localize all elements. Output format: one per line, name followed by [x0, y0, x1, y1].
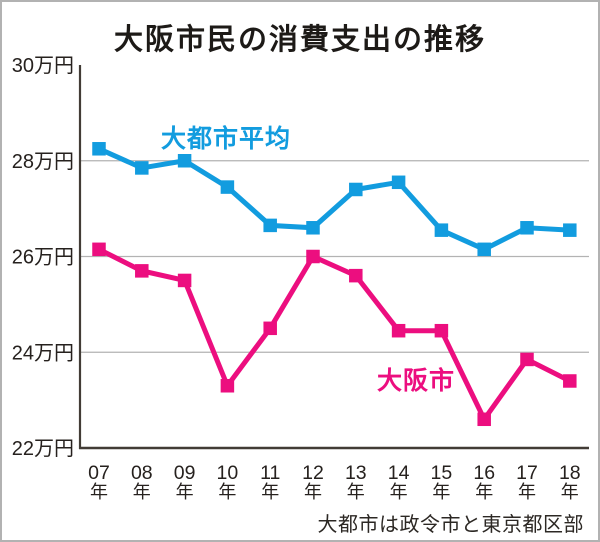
x-tick-label-07: 07 — [88, 462, 110, 484]
point-osaka-city-07 — [92, 242, 106, 257]
line-large-city-average — [97, 146, 570, 253]
point-large-city-average-10 — [220, 180, 235, 194]
x-tick-label-14: 14 — [388, 462, 410, 484]
x-tick-suffix-07: 年 — [90, 482, 108, 502]
x-tick-label-11: 11 — [260, 462, 280, 484]
point-large-city-average-16 — [477, 242, 491, 257]
x-tick-label-15: 15 — [431, 462, 453, 484]
point-large-city-average-11 — [263, 218, 277, 233]
point-osaka-city-10 — [220, 379, 235, 393]
x-tick-label-18: 18 — [559, 462, 581, 484]
y-tick-label-22: 22万円 — [12, 438, 74, 460]
x-tick-suffix-11: 年 — [261, 482, 279, 502]
point-large-city-average-14 — [391, 175, 406, 190]
x-tick-label-12: 12 — [302, 462, 324, 484]
x-tick-label-13: 13 — [345, 462, 367, 484]
x-tick-suffix-18: 年 — [561, 482, 579, 502]
x-tick-suffix-12: 年 — [304, 482, 322, 502]
x-tick-label-17: 17 — [516, 462, 538, 484]
y-tick-label-30: 30万円 — [12, 55, 74, 77]
x-tick-suffix-17: 年 — [518, 482, 536, 502]
y-tick-label-26: 26万円 — [12, 247, 74, 269]
x-tick-label-10: 10 — [217, 462, 239, 484]
footnote: 大都市は政令市と東京都区部 — [317, 514, 584, 536]
point-large-city-average-07 — [92, 142, 106, 156]
point-large-city-average-08 — [135, 161, 149, 175]
point-osaka-city-18 — [563, 374, 577, 388]
point-osaka-city-14 — [391, 323, 406, 338]
x-tick-suffix-09: 年 — [176, 482, 194, 502]
point-osaka-city-16 — [477, 412, 491, 427]
x-tick-suffix-16: 年 — [475, 482, 493, 502]
line-osaka-city — [97, 247, 571, 425]
point-osaka-city-09 — [177, 273, 192, 288]
point-osaka-city-08 — [135, 264, 149, 278]
x-tick-suffix-14: 年 — [390, 482, 408, 502]
point-osaka-city-13 — [349, 268, 363, 283]
point-osaka-city-15 — [434, 323, 449, 338]
point-large-city-average-17 — [520, 221, 534, 235]
chart-title: 大阪市民の消費支出の推移 — [113, 24, 486, 56]
x-tick-label-16: 16 — [473, 462, 495, 484]
legend-large-city-average: 大都市平均 — [161, 125, 292, 153]
point-large-city-average-09 — [177, 154, 192, 168]
x-tick-suffix-15: 年 — [432, 482, 450, 502]
y-tick-label-24: 24万円 — [12, 342, 74, 364]
point-osaka-city-17 — [520, 352, 534, 367]
point-large-city-average-18 — [563, 223, 577, 237]
point-osaka-city-11 — [263, 321, 277, 336]
x-tick-suffix-08: 年 — [133, 482, 151, 502]
point-osaka-city-12 — [306, 249, 320, 264]
y-tick-label-28: 28万円 — [12, 151, 74, 173]
legend-osaka-city: 大阪市 — [377, 367, 456, 395]
point-large-city-average-15 — [434, 223, 449, 237]
point-large-city-average-12 — [306, 221, 320, 235]
x-tick-label-09: 09 — [174, 462, 196, 484]
x-tick-label-08: 08 — [131, 462, 153, 484]
x-tick-suffix-13: 年 — [347, 482, 365, 502]
point-large-city-average-13 — [349, 182, 363, 197]
x-tick-suffix-10: 年 — [218, 482, 236, 502]
